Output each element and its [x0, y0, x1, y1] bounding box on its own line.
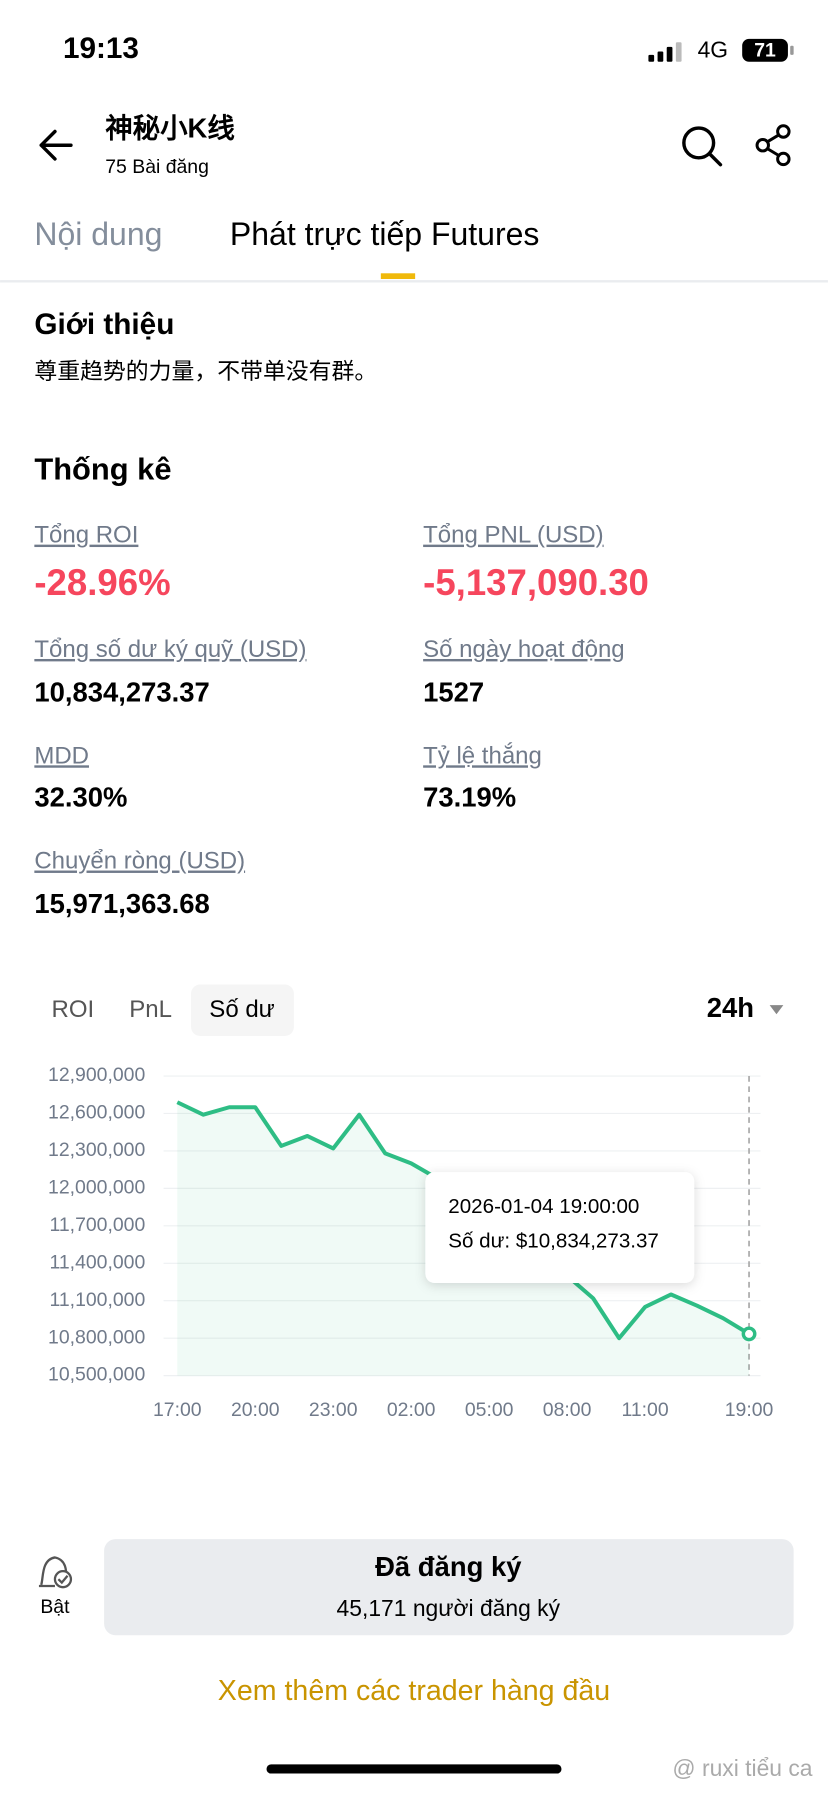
- stat-value: -28.96%: [34, 562, 170, 603]
- stat-value: 10,834,273.37: [34, 676, 209, 707]
- subscribe-button[interactable]: [104, 1539, 794, 1636]
- tooltip-value: Số dư: $10,834,273.37: [448, 1229, 659, 1252]
- subscriber-count[interactable]: 45,171 người đăng ký: [337, 1595, 561, 1621]
- x-tick-label: 17:00: [153, 1399, 202, 1421]
- network-label: 4G: [698, 36, 729, 62]
- stat-label: Tổng PNL (USD): [423, 522, 603, 549]
- chart-tab[interactable]: Số dư: [209, 996, 274, 1023]
- tooltip-time: 2026-01-04 19:00:00: [448, 1195, 639, 1218]
- x-tick-label: 11:00: [622, 1399, 669, 1421]
- stat-value: -5,137,090.30: [423, 562, 649, 603]
- y-tick-label: 11,400,000: [50, 1251, 146, 1273]
- x-tick-label: 05:00: [465, 1399, 514, 1421]
- battery-label: 71: [754, 40, 776, 62]
- point: [741, 1326, 757, 1342]
- tab-indicator: [380, 273, 416, 280]
- stat-label: MDD: [34, 742, 89, 769]
- stat-value: 32.30%: [34, 782, 127, 813]
- stat-value: 15,971,363.68: [34, 888, 209, 919]
- signal-icon: [648, 42, 682, 62]
- x-tick-label: 20:00: [231, 1399, 280, 1421]
- x-tick-label: 08:00: [543, 1399, 592, 1421]
- status-time: 19:13: [63, 32, 139, 65]
- stat-label: Số ngày hoạt động: [423, 636, 625, 663]
- section-heading: Giới thiệu: [34, 308, 174, 341]
- period-select[interactable]: 24h: [707, 992, 754, 1023]
- stat-label: Chuyển ròng (USD): [34, 848, 245, 875]
- x-tick-label: 02:00: [387, 1399, 436, 1421]
- more-link[interactable]: Xem thêm các trader hàng đầu: [218, 1675, 610, 1707]
- y-tick-label: 11,700,000: [50, 1214, 146, 1236]
- stat-label: Tổng ROI: [34, 522, 138, 549]
- chart-tab[interactable]: ROI: [52, 996, 95, 1023]
- search-button[interactable]: [682, 126, 723, 167]
- stat-label: Tỷ lệ thắng: [423, 742, 542, 769]
- x-tick-label: 19:00: [725, 1399, 774, 1421]
- stat-value: 73.19%: [423, 782, 516, 813]
- profile-name: 神秘小K线: [105, 113, 235, 144]
- home-indicator: [266, 1764, 562, 1774]
- stat-value: 1527: [423, 676, 484, 707]
- y-tick-label: 11,100,000: [50, 1289, 146, 1311]
- chart-tab-active[interactable]: [191, 984, 294, 1037]
- back-button[interactable]: [39, 129, 73, 161]
- tab[interactable]: Nội dung: [34, 216, 162, 252]
- section-heading: Thống kê: [34, 451, 171, 486]
- stat-label: Tổng số dư ký quỹ (USD): [34, 636, 306, 663]
- dropdown-arrow[interactable]: [769, 1005, 784, 1015]
- y-tick-label: 10,800,000: [48, 1326, 145, 1348]
- chart-tab[interactable]: PnL: [129, 996, 172, 1023]
- share-button[interactable]: [755, 124, 791, 167]
- tab-active[interactable]: Phát trực tiếp Futures: [230, 216, 540, 252]
- subscribe-label[interactable]: Đã đăng ký: [375, 1551, 522, 1582]
- x-tick-label: 23:00: [309, 1399, 358, 1421]
- post-count: 75 Bài đăng: [105, 156, 209, 178]
- battery-cap: [790, 45, 794, 55]
- bell-label[interactable]: Bật: [40, 1596, 70, 1618]
- y-tick-label: 12,000,000: [48, 1177, 145, 1199]
- bell-icon[interactable]: [38, 1556, 73, 1589]
- watermark: @ ruxi tiểu ca: [672, 1755, 812, 1781]
- y-tick-label: 12,300,000: [48, 1139, 145, 1161]
- y-tick-label: 10,500,000: [48, 1364, 145, 1386]
- intro-text: 尊重趋势的力量，不带单没有群。: [34, 358, 377, 384]
- tooltip: [425, 1172, 695, 1284]
- battery-icon: [742, 38, 788, 62]
- y-tick-label: 12,600,000: [48, 1102, 145, 1124]
- y-tick-label: 12,900,000: [48, 1064, 145, 1086]
